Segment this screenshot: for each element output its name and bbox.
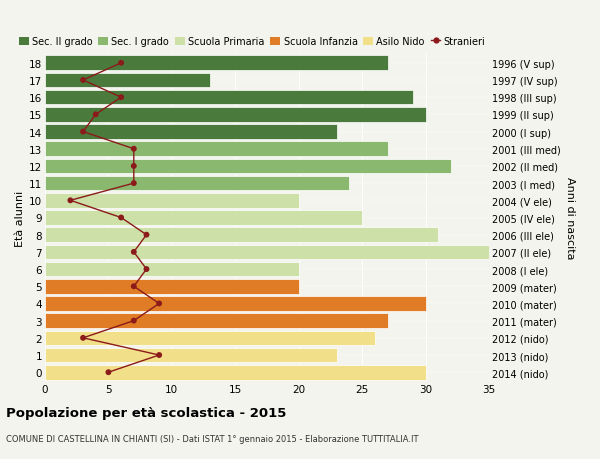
Bar: [45, 331, 375, 345]
Bar: [45, 125, 337, 140]
Bar: [45, 176, 349, 191]
Point: [91, 112, 101, 119]
Bar: [45, 159, 451, 174]
Point: [78, 335, 88, 342]
Point: [116, 214, 126, 222]
Bar: [45, 245, 502, 260]
Point: [129, 283, 139, 290]
Point: [129, 317, 139, 325]
Point: [129, 249, 139, 256]
Bar: [45, 91, 413, 105]
Point: [129, 163, 139, 170]
Point: [142, 231, 151, 239]
Legend: Sec. II grado, Sec. I grado, Scuola Primaria, Scuola Infanzia, Asilo Nido, Stran: Sec. II grado, Sec. I grado, Scuola Prim…: [19, 37, 485, 47]
Point: [154, 300, 164, 308]
Point: [78, 77, 88, 84]
Point: [142, 266, 151, 273]
Bar: [45, 280, 299, 294]
Text: Popolazione per età scolastica - 2015: Popolazione per età scolastica - 2015: [6, 406, 286, 419]
Bar: [45, 365, 425, 380]
Bar: [45, 73, 210, 88]
Bar: [45, 313, 388, 328]
Point: [104, 369, 113, 376]
Bar: [45, 194, 299, 208]
Bar: [45, 348, 337, 363]
Bar: [45, 228, 438, 242]
Text: COMUNE DI CASTELLINA IN CHIANTI (SI) - Dati ISTAT 1° gennaio 2015 - Elaborazione: COMUNE DI CASTELLINA IN CHIANTI (SI) - D…: [6, 434, 419, 443]
Bar: [45, 262, 299, 277]
Y-axis label: Anni di nascita: Anni di nascita: [565, 177, 575, 259]
Bar: [45, 56, 388, 71]
Bar: [45, 297, 425, 311]
Point: [116, 94, 126, 101]
Point: [154, 352, 164, 359]
Point: [65, 197, 75, 205]
Bar: [45, 211, 362, 225]
Bar: [45, 108, 425, 123]
Point: [78, 129, 88, 136]
Bar: [45, 142, 388, 157]
Point: [129, 146, 139, 153]
Point: [129, 180, 139, 187]
Y-axis label: Età alunni: Età alunni: [15, 190, 25, 246]
Point: [116, 60, 126, 67]
